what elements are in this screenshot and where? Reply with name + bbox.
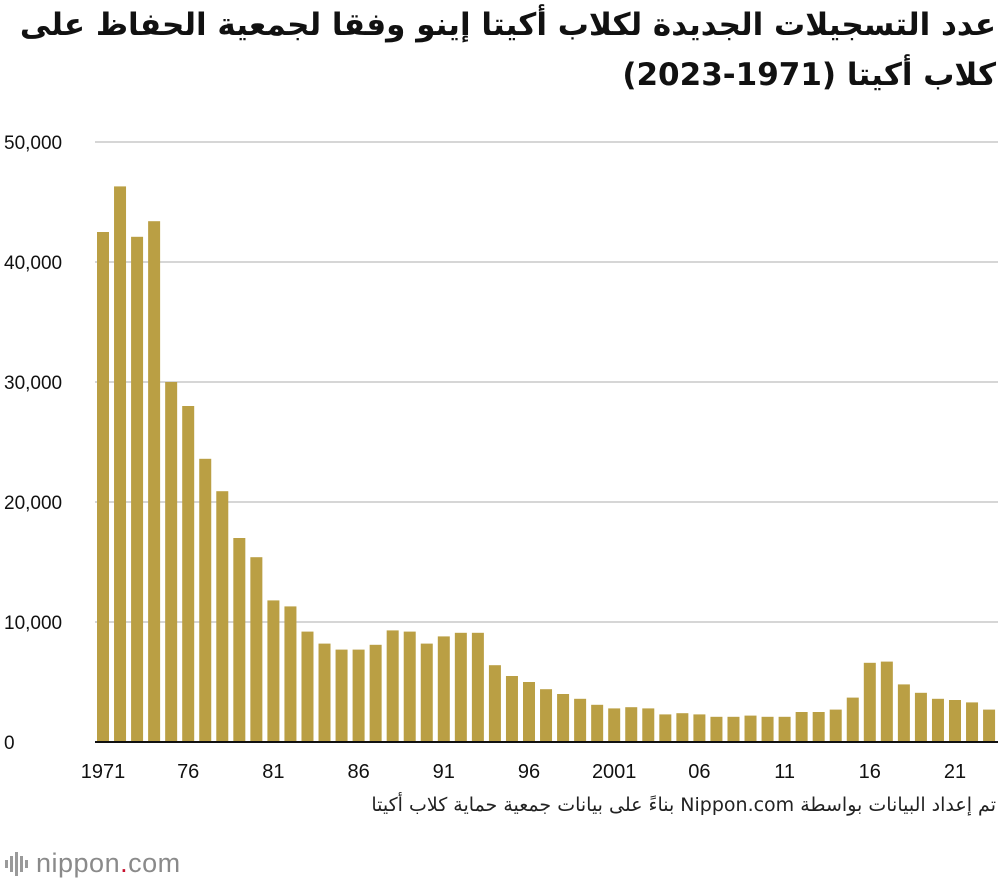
nippon-logo: nippon.com — [4, 845, 181, 881]
bar-1984 — [318, 643, 331, 742]
bar-2020 — [931, 698, 944, 742]
x-tick-label: 96 — [518, 761, 540, 783]
bar-1971 — [97, 232, 109, 742]
x-tick-label: 76 — [177, 761, 199, 783]
x-tick-label: 81 — [262, 761, 284, 783]
bar-2016 — [863, 662, 876, 742]
y-tick-label: 50,000 — [4, 133, 62, 154]
bar-2012 — [795, 712, 808, 742]
bar-2008 — [727, 716, 740, 742]
bar-2009 — [744, 715, 757, 742]
bar-1973 — [131, 236, 144, 743]
x-tick-label: 21 — [944, 761, 966, 783]
bar-1972 — [114, 186, 127, 742]
logo-suffix: com — [128, 847, 181, 878]
x-tick-label: 2001 — [592, 761, 637, 783]
x-tick-label: 16 — [859, 761, 881, 783]
bar-1993 — [471, 632, 484, 742]
bar-2011 — [778, 716, 791, 742]
y-tick-label: 10,000 — [4, 613, 62, 634]
bar-1997 — [540, 689, 553, 742]
grid-lines — [95, 141, 998, 623]
bar-1996 — [523, 682, 535, 742]
bar-2014 — [829, 709, 842, 742]
x-tick-label: 1971 — [81, 761, 126, 783]
bar-1974 — [148, 221, 161, 742]
bar-1987 — [369, 644, 382, 742]
bar-1991 — [437, 636, 450, 742]
bar-chart: 0 10,000 20,000 30,000 40,000 50,000 1971 76 81… — [4, 133, 998, 783]
bar-2004 — [659, 714, 672, 742]
x-axis-tick-labels: 1971 76 81 86 91 96 2001 06 11 16 21 — [81, 761, 966, 783]
bar-1977 — [199, 458, 212, 742]
bar-2005 — [676, 713, 689, 742]
y-tick-label: 30,000 — [4, 373, 62, 394]
bar-1982 — [284, 606, 297, 742]
bar-2017 — [880, 661, 893, 742]
y-tick-label: 0 — [4, 733, 15, 754]
bar-2007 — [710, 716, 723, 742]
bar-1979 — [233, 538, 246, 742]
chart-title: عدد التسجيلات الجديدة لكلاب أكيتا إينو و… — [19, 7, 996, 93]
bar-1975 — [165, 382, 178, 742]
bars — [97, 186, 996, 743]
x-tick-label: 11 — [774, 761, 795, 783]
y-tick-label: 40,000 — [4, 253, 62, 274]
bar-1986 — [352, 649, 365, 742]
x-tick-label: 91 — [433, 761, 455, 783]
bar-2003 — [642, 708, 655, 742]
bar-2010 — [761, 716, 774, 742]
bar-1981 — [267, 600, 280, 742]
bar-1980 — [250, 557, 263, 742]
nippon-logo-mark-icon — [5, 852, 28, 876]
source-note: تم إعداد البيانات بواسطة Nippon.com بناء… — [371, 794, 996, 816]
bar-1990 — [420, 643, 433, 742]
bar-1989 — [403, 631, 416, 742]
y-tick-label: 20,000 — [4, 493, 62, 514]
bar-2022 — [966, 702, 979, 742]
bar-2002 — [625, 707, 638, 742]
bar-2018 — [897, 684, 910, 742]
logo-prefix: nippon — [36, 847, 121, 878]
bar-2023 — [983, 709, 996, 742]
bar-1985 — [335, 649, 348, 742]
bar-2013 — [812, 712, 825, 742]
nippon-logo-text: nippon.com — [36, 848, 181, 879]
bar-2006 — [693, 714, 706, 742]
bar-1995 — [505, 676, 518, 742]
bar-1988 — [386, 630, 399, 742]
bar-1978 — [216, 491, 229, 742]
bar-2015 — [846, 697, 859, 742]
bar-2021 — [949, 700, 961, 742]
bar-2000 — [591, 704, 604, 742]
x-tick-label: 06 — [688, 761, 710, 783]
y-axis-tick-labels: 0 10,000 20,000 30,000 40,000 50,000 — [4, 133, 62, 754]
bar-1998 — [557, 694, 570, 742]
bar-1992 — [454, 632, 467, 742]
bar-1994 — [488, 665, 501, 742]
bar-1976 — [182, 406, 195, 742]
bar-1999 — [574, 698, 587, 742]
bar-2019 — [914, 692, 927, 742]
logo-dot: . — [120, 847, 129, 878]
x-tick-label: 86 — [347, 761, 369, 783]
bar-1983 — [301, 631, 314, 742]
bar-2001 — [608, 708, 621, 742]
